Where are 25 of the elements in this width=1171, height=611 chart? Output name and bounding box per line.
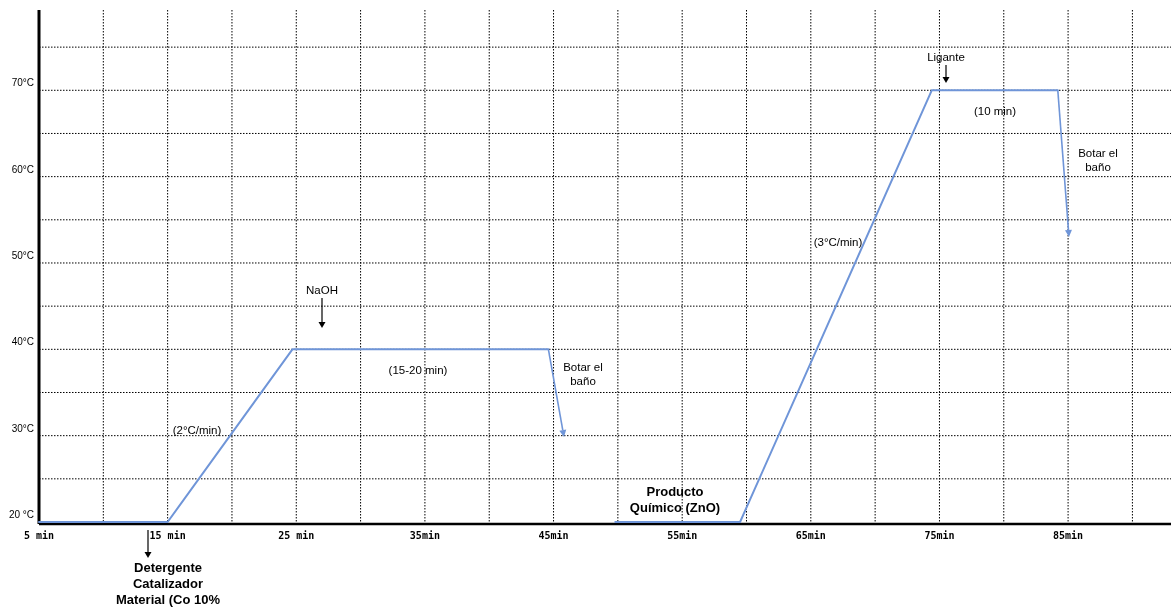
y-tick-label: 50°C (11, 249, 34, 261)
x-tick-label: 85min (1053, 530, 1084, 541)
y-tick-label: 60°C (11, 163, 34, 175)
annotation: (10 min) (973, 105, 1017, 117)
y-tick-label: 30°C (11, 422, 34, 434)
text: Detergente Catalizador Material (Co 10% (115, 560, 221, 607)
annotation: Ligante (927, 51, 965, 63)
x-tick-label: 5 min (23, 530, 55, 541)
annotation: (3°C/min) (813, 236, 863, 248)
y-tick-label: 40°C (11, 336, 34, 348)
x-tick-label: 55min (667, 530, 698, 541)
x-tick-label: 15 min (149, 530, 186, 541)
annotation: Producto Químico (ZnO) (629, 484, 721, 515)
annotation: Botar el baño (563, 361, 603, 387)
x-tick-label: 35min (409, 530, 440, 541)
annotation: (15-20 min) (388, 364, 448, 376)
x-tick-label: 65min (795, 530, 826, 541)
y-tick-label: 20 °C (8, 509, 34, 520)
annotation: Botar el baño (1078, 147, 1118, 173)
x-tick-label: 45min (538, 530, 569, 541)
annotation: (2°C/min) (172, 424, 222, 436)
x-tick-label: 25 min (278, 530, 315, 541)
annotation: NaOH (306, 284, 338, 296)
y-tick-label: 70°C (11, 77, 34, 89)
x-tick-label: 75min (924, 530, 955, 541)
